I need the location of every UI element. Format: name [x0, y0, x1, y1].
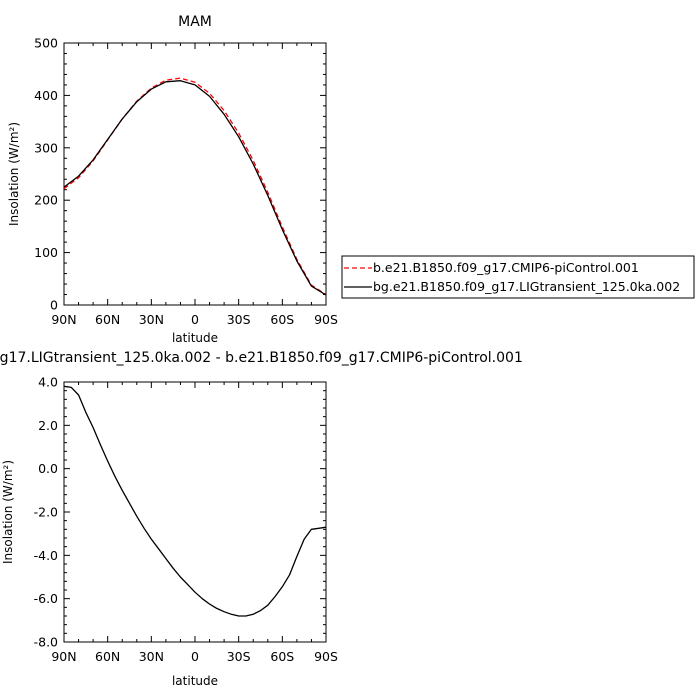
- top-panel: MAM 90N 60N 30N 0 30S 60S 90S0100200300400500 …: [7, 14, 695, 345]
- legend-label-series-1: b.e21.B1850.f09_g17.CMIP6-piControl.001: [373, 260, 639, 275]
- bottom-panel: bg.e21.B1850.f09_g17.LIGtransient_125.0k…: [0, 350, 523, 688]
- x-tick-label: 30S: [227, 649, 251, 664]
- y-tick-label: -2.0: [34, 505, 58, 520]
- x-tick-label: 60N: [95, 649, 120, 664]
- x-tick-label: 0: [191, 312, 199, 327]
- y-tick-label: -6.0: [34, 591, 58, 606]
- top-x-axis-label: latitude: [172, 331, 218, 345]
- series-line-2: [63, 80, 327, 296]
- top-y-axis-label: Insolation (W/m²): [7, 122, 21, 226]
- legend-box: [341, 255, 695, 299]
- y-tick-label: 2.0: [38, 418, 58, 433]
- y-tick-label: 0: [50, 298, 58, 313]
- x-tick-label: 30N: [139, 649, 164, 664]
- y-tick-label: 300: [34, 140, 58, 155]
- y-tick-label: 200: [34, 193, 58, 208]
- y-tick-label: -8.0: [34, 635, 58, 650]
- x-tick-label: 60S: [270, 312, 294, 327]
- y-tick-label: 400: [34, 88, 58, 103]
- y-tick-label: 4.0: [38, 375, 58, 390]
- bottom-chart-title: bg.e21.B1850.f09_g17.LIGtransient_125.0k…: [0, 350, 523, 366]
- top-chart-title: MAM: [178, 14, 212, 30]
- y-tick-label: 500: [34, 36, 58, 51]
- y-tick-label: 100: [34, 245, 58, 260]
- bottom-plot-area: 90N 60N 30N 0 30S 60S 90S 4.0 2.0 0.0 -2.0 -4.0 -6.0…: [34, 375, 338, 665]
- x-tick-label: 60S: [270, 649, 294, 664]
- x-tick-label: 60N: [95, 312, 120, 327]
- series-line-1: [63, 385, 327, 617]
- plot-frame: [63, 381, 327, 643]
- x-tick-label: 0: [191, 649, 199, 664]
- legend: b.e21.B1850.f09_g17.CMIP6-piControl.001 …: [341, 255, 695, 299]
- x-tick-label: 90N: [51, 312, 76, 327]
- y-tick-label: -4.0: [34, 548, 58, 563]
- top-plot-area: 90N 60N 30N 0 30S 60S 90S 0 100 200 300 400 500: [34, 36, 338, 328]
- x-tick-label: 90N: [51, 649, 76, 664]
- y-tick-label: 0.0: [38, 461, 58, 476]
- x-tick-label: 90S: [314, 312, 338, 327]
- series-line-1: [63, 77, 327, 296]
- legend-label-series-2: bg.e21.B1850.f09_g17.LIGtransient_125.0k…: [373, 279, 680, 294]
- bottom-x-axis-label: latitude: [172, 674, 218, 688]
- x-tick-label: 30S: [227, 312, 251, 327]
- x-tick-label: 90S: [314, 649, 338, 664]
- x-tick-label: 30N: [139, 312, 164, 327]
- bottom-y-axis-label: Insolation (W/m²): [1, 460, 15, 564]
